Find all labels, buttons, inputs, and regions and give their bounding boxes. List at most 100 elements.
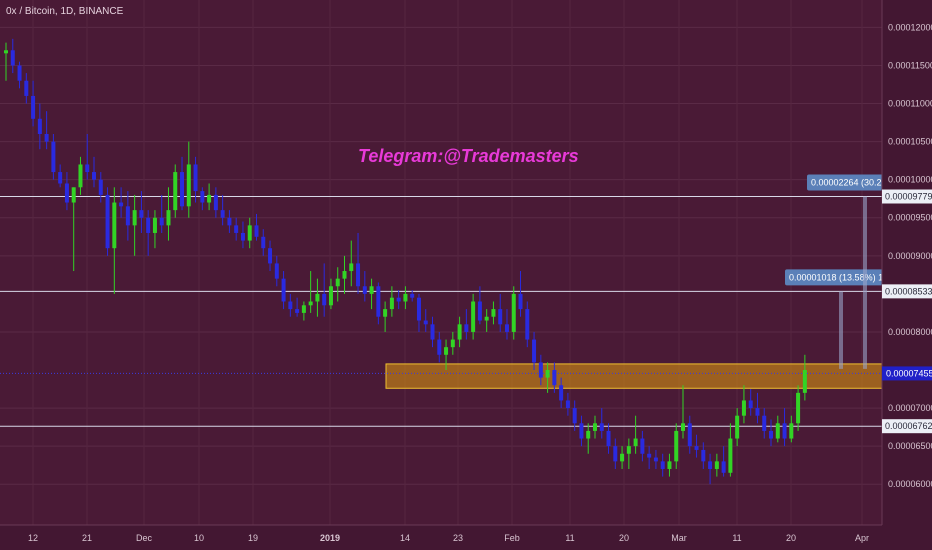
candle-body — [762, 415, 767, 431]
candle-body — [146, 217, 151, 233]
price-tick-label: 0.00012000 — [888, 22, 932, 32]
time-tick-label: Feb — [504, 533, 520, 543]
price-tick-label: 0.00011500 — [888, 60, 932, 70]
price-tick-label: 0.00009500 — [888, 213, 932, 223]
candle-body — [498, 309, 503, 325]
candle-body — [565, 400, 570, 409]
candle-body — [477, 301, 482, 321]
time-axis[interactable]: 12 21 Dec 10 19 2019 14 23 Feb 11 20 Mar 11 20 Apr — [28, 533, 869, 543]
candle-body — [369, 286, 374, 294]
time-tick-label: 20 — [619, 533, 629, 543]
horizontal-levels[interactable] — [0, 196, 882, 427]
candle-body — [653, 457, 658, 462]
candle-body — [714, 461, 719, 469]
candle-body — [281, 278, 286, 302]
candle-body — [383, 309, 388, 317]
candle-body — [633, 438, 638, 447]
candle-body — [85, 164, 90, 173]
candle-body — [741, 400, 746, 416]
price-tick-label: 0.00007000 — [888, 403, 932, 413]
time-tick-label: 10 — [194, 533, 204, 543]
candle-body — [200, 191, 205, 203]
candle-body — [139, 210, 144, 218]
time-tick-label: 11 — [565, 533, 574, 543]
time-tick-label: 12 — [28, 533, 38, 543]
candle-body — [356, 263, 361, 287]
candle-body — [667, 461, 672, 469]
price-tick-label: 0.00006000 — [888, 479, 932, 489]
candle-body — [572, 408, 577, 424]
candle-body — [64, 183, 69, 203]
candle-body — [396, 297, 401, 302]
candle-body — [599, 423, 604, 431]
candle-body — [525, 309, 530, 340]
measurement-label-text: 0.00001018 (13.58%) 1( — [789, 272, 886, 282]
candle-body — [789, 423, 794, 439]
price-tags: 0.00009779 0.00008533 0.00006762 0.00007455 — [882, 189, 932, 434]
candle-body — [44, 134, 49, 142]
candle-body — [687, 423, 692, 447]
candle-body — [674, 430, 679, 462]
time-tick-label: 21 — [82, 533, 92, 543]
time-tick-label: 19 — [248, 533, 258, 543]
candle-body — [227, 217, 232, 226]
candle-body — [620, 453, 625, 462]
candle-body — [457, 324, 462, 340]
current-price-tag — [882, 366, 932, 381]
candle-body — [207, 194, 212, 203]
level-price-tag — [882, 284, 932, 299]
measurement-bar[interactable] — [863, 196, 867, 369]
candle-body — [721, 461, 726, 473]
candle-body — [694, 446, 699, 450]
candle-body — [240, 232, 245, 241]
level-price-tag — [882, 419, 932, 434]
price-axis[interactable]: 0.00012000 0.00011500 0.00011000 0.00010500… — [888, 22, 932, 489]
candle-body — [681, 423, 685, 431]
level-price-tag — [882, 189, 932, 204]
price-tick-label: 0.00006500 — [888, 441, 932, 451]
candle-body — [437, 339, 442, 355]
candle-body — [295, 309, 300, 313]
candle-body — [268, 248, 273, 264]
candle-body — [98, 179, 103, 195]
measurement-bar[interactable] — [839, 291, 843, 369]
candle-body — [152, 217, 157, 233]
measurement-label-box — [785, 269, 885, 286]
candle-body — [4, 50, 8, 54]
candle-body — [112, 202, 117, 249]
candle-body — [71, 187, 76, 203]
price-tick-label: 0.00011000 — [888, 99, 932, 109]
candle-body — [532, 339, 537, 363]
candle-body — [37, 118, 42, 135]
candle-body — [301, 305, 306, 313]
candle-body — [78, 164, 83, 188]
candle-body — [159, 217, 164, 226]
candle-body — [613, 446, 618, 462]
time-tick-label: Mar — [671, 533, 687, 543]
time-tick-label: Apr — [855, 533, 869, 543]
candle-body — [701, 449, 706, 462]
candle-body — [444, 347, 449, 355]
candle-body — [335, 278, 340, 287]
candle-body — [606, 430, 611, 447]
candle-body — [342, 271, 347, 279]
watermark-text: Telegram:@Trademasters — [358, 146, 579, 166]
candle-body — [376, 286, 381, 317]
chart-grid — [0, 0, 882, 525]
support-zone-rect[interactable] — [385, 363, 883, 389]
candle-body — [261, 236, 266, 249]
measurement-label-text: 0.00002264 (30.2( — [811, 178, 885, 188]
candles — [4, 38, 807, 485]
candle-body — [105, 194, 110, 249]
candle-body — [518, 293, 523, 310]
candle-body — [308, 301, 313, 306]
candle-body — [173, 172, 178, 211]
candle-body — [748, 400, 753, 409]
candle-body — [626, 446, 631, 454]
candle-body — [234, 225, 239, 233]
candle-body — [735, 415, 740, 439]
support-zone[interactable] — [385, 363, 883, 389]
candle-body — [660, 461, 665, 469]
